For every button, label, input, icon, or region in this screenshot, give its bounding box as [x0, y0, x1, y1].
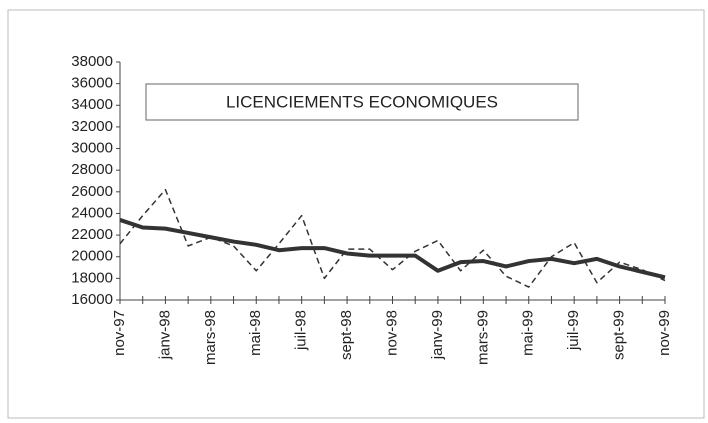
- x-tick-label: nov-98: [383, 310, 400, 356]
- x-tick-label: juil-98: [293, 310, 310, 351]
- x-tick-label: nov-97: [111, 310, 128, 356]
- y-tick-label: 22000: [71, 226, 113, 243]
- chart-title: LICENCIEMENTS ECONOMIQUES: [226, 92, 498, 111]
- y-tick-label: 34000: [71, 96, 113, 113]
- x-tick-label: mai-99: [520, 310, 537, 356]
- y-tick-label: 16000: [71, 291, 113, 308]
- x-tick-label: juil-99: [565, 310, 582, 351]
- y-tick-label: 20000: [71, 248, 113, 265]
- x-tick-label: sept-98: [338, 310, 355, 360]
- y-tick-label: 38000: [71, 53, 113, 70]
- y-tick-label: 24000: [71, 204, 113, 221]
- chart-border: [7, 9, 705, 419]
- y-tick-label: 26000: [71, 183, 113, 200]
- title-box: [145, 83, 579, 121]
- x-tick-label: janv-99: [429, 310, 446, 360]
- trend-line: [119, 218, 666, 280]
- y-tick-label: 32000: [71, 118, 113, 135]
- x-tick-label: nov-99: [656, 310, 673, 356]
- dashed-line: [119, 188, 666, 288]
- x-tick-label: mars-99: [474, 310, 491, 365]
- y-tick-label: 18000: [71, 269, 113, 286]
- y-tick-label: 30000: [71, 140, 113, 157]
- y-tick-label: 36000: [71, 75, 113, 92]
- x-tick-label: sept-99: [611, 310, 628, 360]
- x-tick-label: mai-98: [247, 310, 264, 356]
- y-tick-label: 28000: [71, 161, 113, 178]
- x-tick-label: janv-98: [156, 310, 173, 360]
- x-tick-label: mars-98: [202, 310, 219, 365]
